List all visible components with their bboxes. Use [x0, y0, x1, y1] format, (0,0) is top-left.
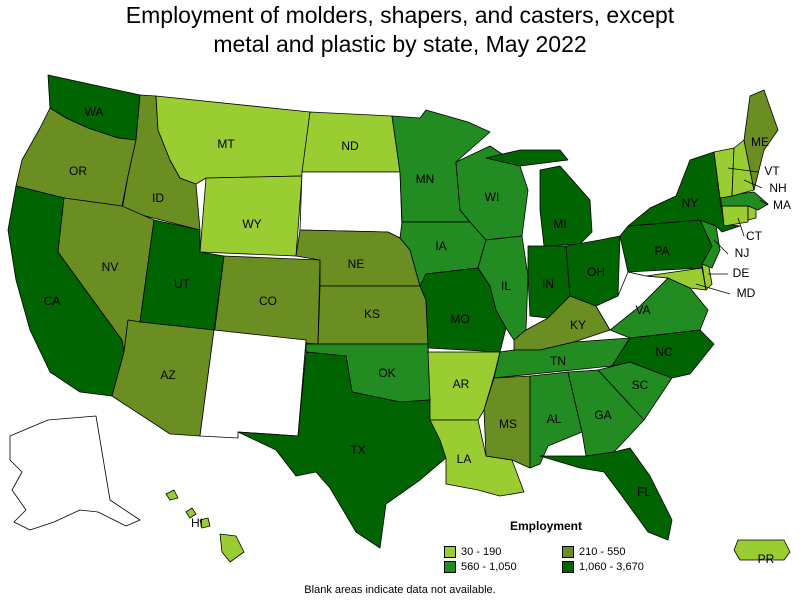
map-title-line-2: metal and plastic by state, May 2022 [213, 31, 587, 57]
label-HI: HI [191, 516, 203, 530]
label-MO: MO [450, 312, 469, 326]
state-IL[interactable] [477, 235, 529, 341]
state-LA[interactable] [429, 419, 525, 497]
legend-label-3: 560 - 1,050 [461, 561, 517, 573]
label-FL: FL [637, 485, 651, 499]
label-VA: VA [635, 303, 650, 317]
label-IA: IA [435, 239, 446, 253]
map-title-line-1: Employment of molders, shapers, and cast… [125, 2, 675, 28]
label-LA: LA [457, 452, 472, 466]
legend-swatch-2 [562, 546, 574, 558]
state-NM[interactable] [199, 329, 307, 439]
legend-item-2: 210 - 550 [562, 546, 625, 558]
label-ND: ND [341, 139, 359, 153]
state-SD[interactable] [299, 171, 403, 239]
legend-swatch-1 [444, 546, 456, 558]
label-TX: TX [350, 443, 365, 457]
label-NE: NE [348, 257, 365, 271]
label-MA: MA [773, 198, 791, 212]
label-CT: CT [746, 229, 763, 243]
legend-title: Employment [510, 519, 583, 533]
label-OH: OH [587, 265, 605, 279]
label-AL: AL [547, 412, 562, 426]
label-UT: UT [174, 277, 191, 291]
state-MA[interactable] [719, 191, 769, 211]
label-PR: PR [758, 552, 775, 566]
label-AZ: AZ [160, 368, 175, 382]
legend-item-4: 1,060 - 3,670 [562, 561, 644, 573]
legend-item-3: 560 - 1,050 [444, 561, 517, 573]
label-SC: SC [632, 378, 649, 392]
state-TX[interactable] [237, 351, 447, 549]
legend-label-2: 210 - 550 [579, 546, 626, 558]
legend-label-1: 30 - 190 [461, 546, 502, 558]
label-CA: CA [44, 294, 61, 308]
label-NV: NV [102, 260, 119, 274]
state-MI[interactable] [485, 149, 593, 247]
label-OK: OK [378, 366, 395, 380]
label-NH: NH [769, 181, 786, 195]
label-KS: KS [364, 307, 380, 321]
label-MN: MN [416, 172, 435, 186]
label-NJ: NJ [735, 246, 750, 260]
legend-item-1: 30 - 190 [444, 546, 501, 558]
label-DE: DE [733, 266, 750, 280]
label-NY: NY [682, 196, 699, 210]
label-MS: MS [499, 417, 517, 431]
label-VT: VT [764, 164, 780, 178]
label-MD: MD [737, 286, 756, 300]
label-ME: ME [751, 135, 769, 149]
footnote: Blank areas indicate data not available. [304, 584, 496, 596]
label-GA: GA [594, 408, 611, 422]
legend-swatch-3 [444, 561, 456, 573]
state-HI[interactable] [165, 489, 245, 563]
state-TN[interactable] [493, 337, 631, 379]
label-KY: KY [570, 318, 586, 332]
label-MT: MT [217, 137, 235, 151]
label-CO: CO [259, 294, 277, 308]
label-WA: WA [85, 105, 104, 119]
label-NC: NC [655, 345, 673, 359]
state-WY[interactable] [199, 175, 303, 257]
state-MD[interactable] [645, 267, 707, 291]
state-CT[interactable] [721, 205, 749, 227]
legend-swatch-4 [562, 561, 574, 573]
label-AR: AR [453, 377, 470, 391]
label-IL: IL [501, 279, 511, 293]
label-TN: TN [550, 354, 566, 368]
label-MI: MI [553, 217, 566, 231]
label-PA: PA [654, 244, 669, 258]
state-AK[interactable] [9, 415, 141, 531]
label-WI: WI [485, 190, 500, 204]
label-OR: OR [69, 164, 87, 178]
state-ME[interactable] [743, 89, 779, 191]
state-NY[interactable] [627, 151, 741, 233]
legend-label-4: 1,060 - 3,670 [579, 561, 644, 573]
label-IN: IN [542, 277, 554, 291]
label-WY: WY [242, 217, 261, 231]
state-FL[interactable] [539, 447, 673, 541]
state-PR[interactable] [733, 539, 791, 561]
label-ID: ID [152, 191, 164, 205]
